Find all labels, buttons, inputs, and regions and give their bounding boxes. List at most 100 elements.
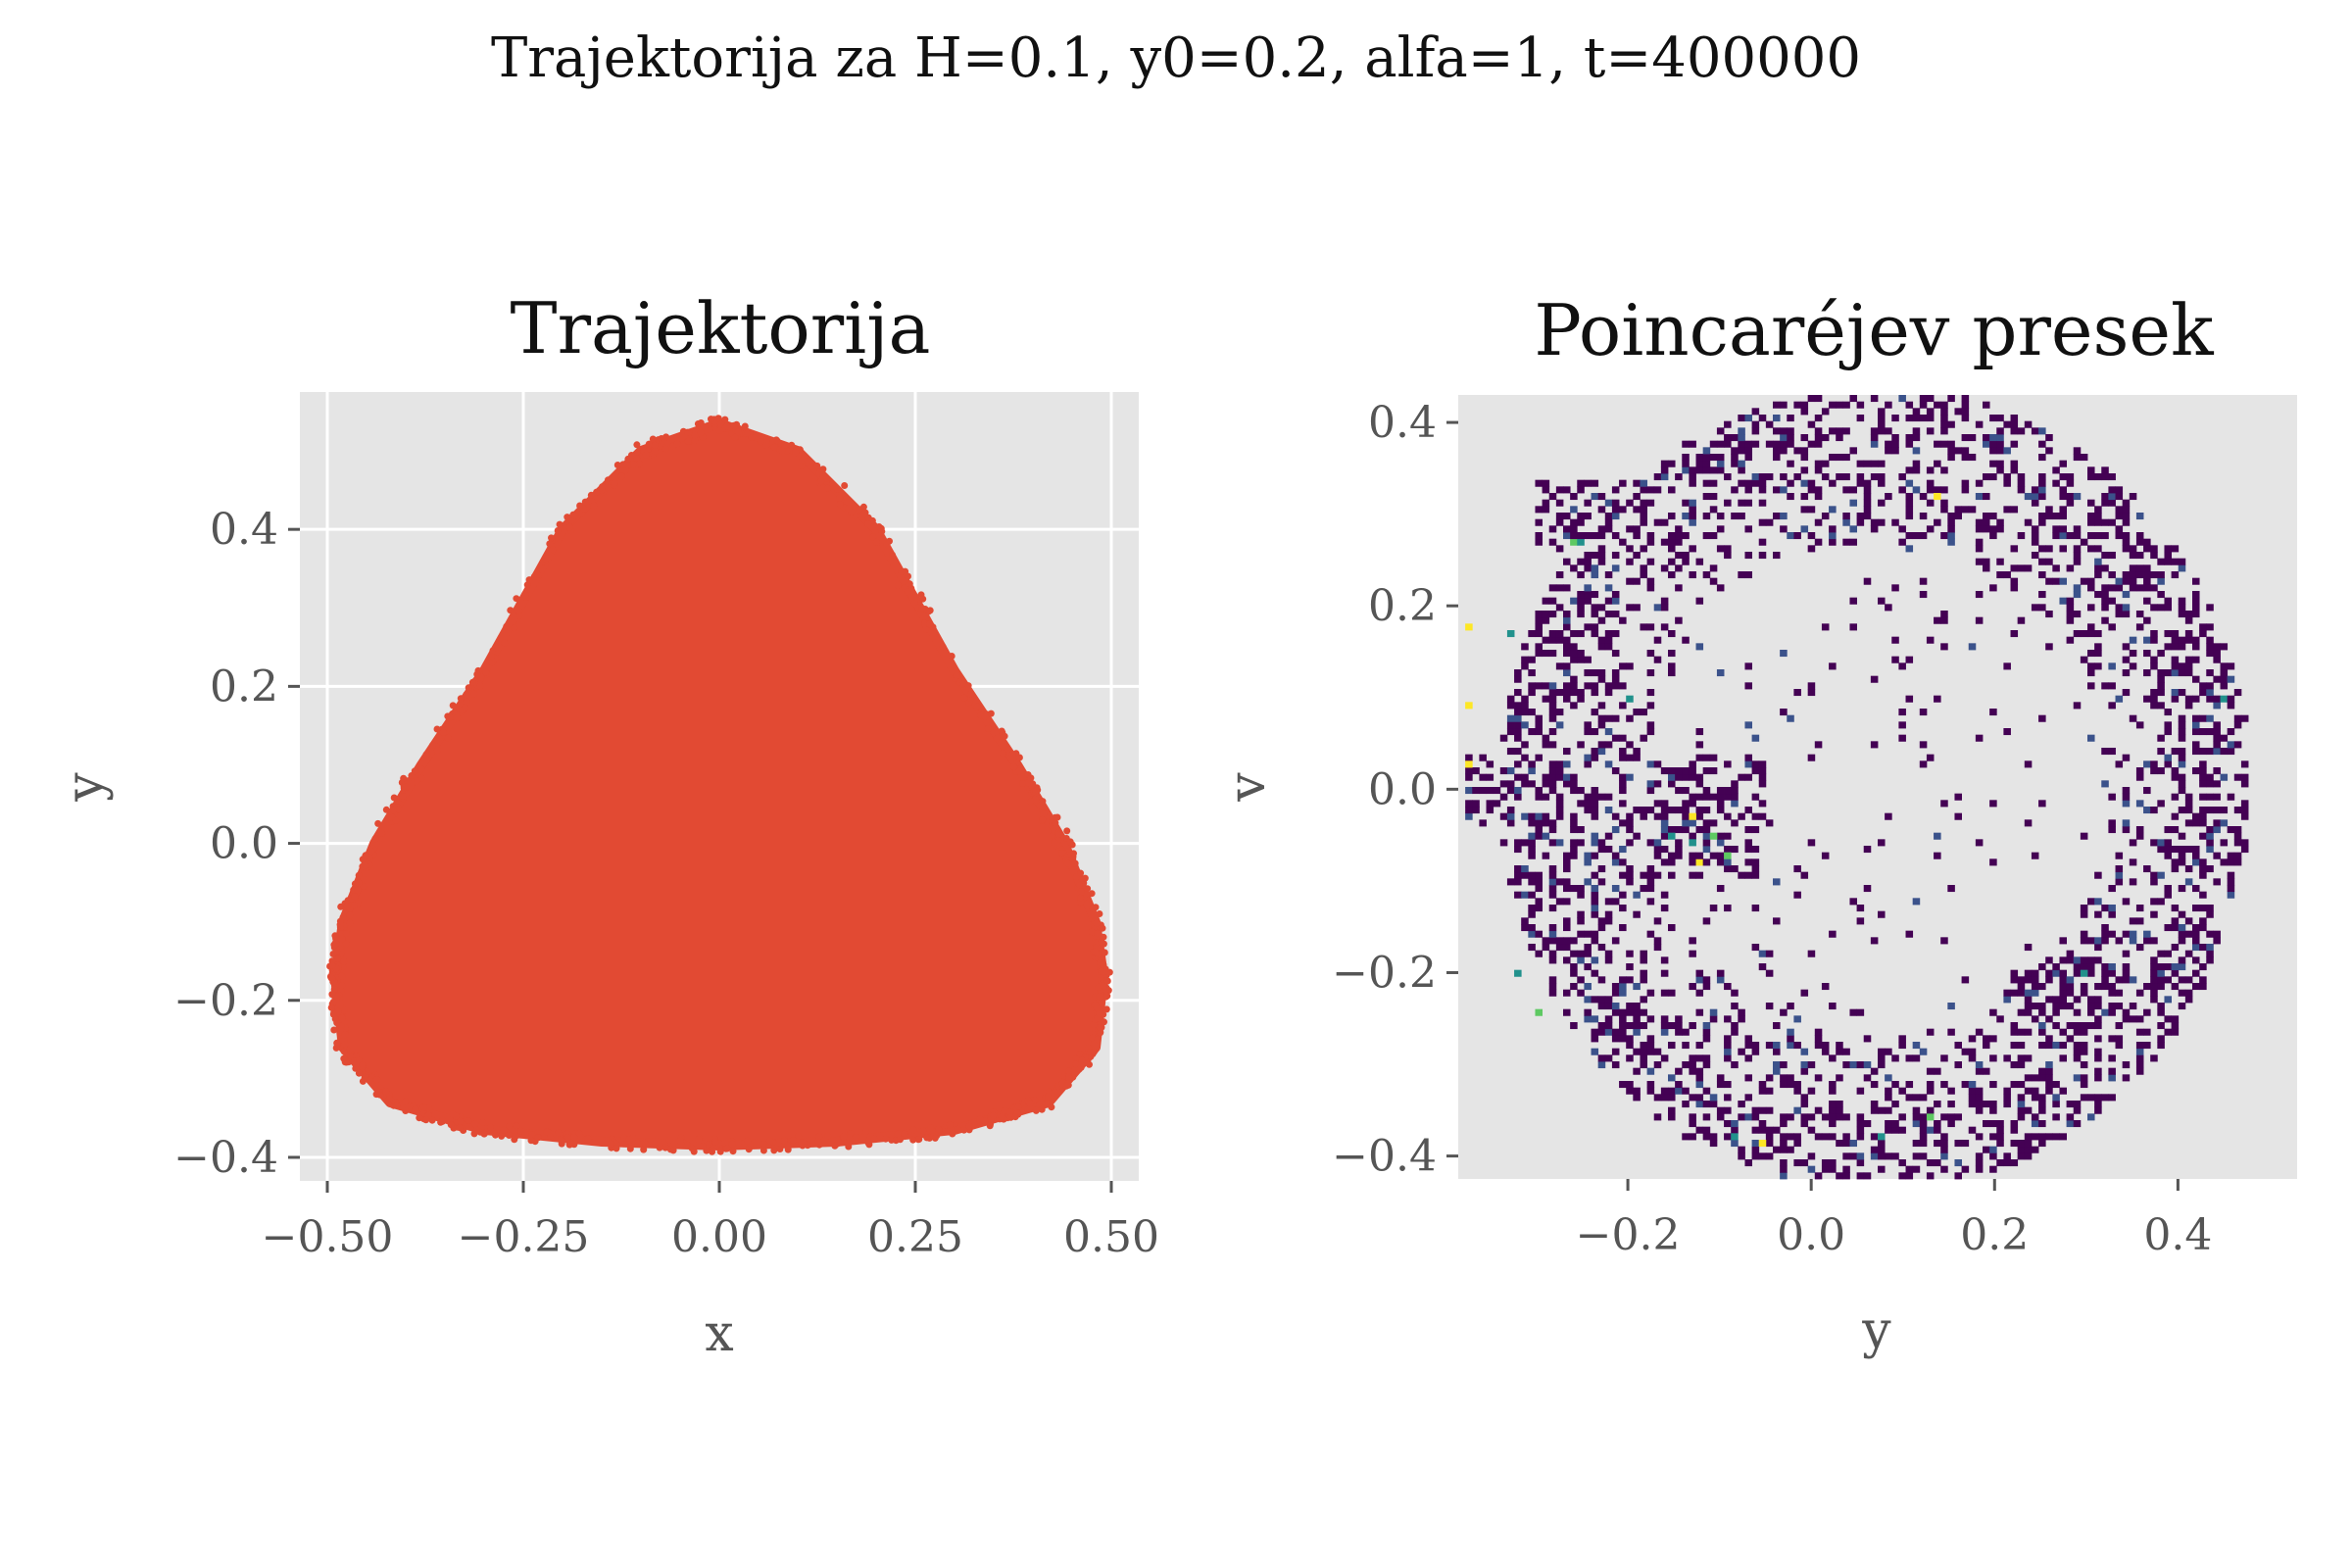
histogram-bin: [1584, 760, 1592, 768]
histogram-bin: [2045, 1015, 2053, 1023]
histogram-bin: [1591, 969, 1599, 977]
histogram-bin: [1912, 1165, 1921, 1173]
histogram-bin: [1940, 440, 1948, 448]
histogram-bin: [2143, 695, 2151, 703]
histogram-bin: [1940, 415, 1948, 422]
trajectory-point: [1019, 780, 1027, 787]
histogram-bin: [1905, 401, 1914, 409]
histogram-bin: [1626, 819, 1634, 827]
histogram-bin: [2178, 832, 2186, 840]
histogram-bin: [2094, 937, 2102, 945]
histogram-bin: [1954, 506, 1962, 514]
histogram-bin: [1611, 591, 1620, 599]
histogram-bin: [1514, 721, 1522, 729]
histogram-bin: [1751, 1106, 1760, 1114]
histogram-bin: [2135, 832, 2144, 840]
histogram-bin: [1807, 395, 1816, 403]
histogram-bin: [1633, 754, 1641, 761]
histogram-bin: [1619, 891, 1627, 899]
histogram-bin: [1758, 518, 1767, 526]
histogram-bin: [1744, 525, 1752, 533]
histogram-bin: [2192, 905, 2200, 912]
histogram-bin: [1563, 525, 1571, 533]
trajectory-point: [351, 902, 358, 909]
trajectory-point: [327, 974, 335, 982]
histogram-bin: [1716, 1106, 1725, 1114]
histogram-bin: [1773, 1048, 1781, 1055]
histogram-bin: [1521, 721, 1529, 729]
histogram-bin: [1836, 1074, 1843, 1082]
histogram-bin: [1548, 787, 1557, 795]
histogram-bin: [2220, 669, 2229, 677]
histogram-bin: [1640, 1042, 1647, 1050]
trajectory-point: [1103, 992, 1111, 1000]
histogram-bin: [2157, 800, 2165, 808]
histogram-bin: [1829, 479, 1837, 487]
histogram-bin: [1863, 460, 1872, 467]
trajectory-point: [342, 940, 350, 948]
histogram-bin: [1682, 440, 1690, 448]
histogram-bin: [1724, 812, 1732, 820]
histogram-bin: [1584, 858, 1592, 866]
histogram-bin: [1738, 871, 1745, 879]
trajectory-point: [665, 1136, 673, 1144]
histogram-bin: [2171, 558, 2180, 565]
histogram-bin: [1528, 728, 1536, 736]
trajectory-point: [845, 505, 853, 513]
histogram-bin: [2024, 989, 2033, 997]
histogram-bin: [1934, 1120, 1941, 1128]
histogram-bin: [2199, 832, 2207, 840]
trajectory-point: [652, 448, 659, 456]
histogram-bin: [2178, 728, 2186, 736]
histogram-bin: [1689, 937, 1696, 945]
histogram-bin: [2164, 669, 2172, 677]
histogram-bin: [1807, 1061, 1816, 1069]
trajectory-point: [709, 1148, 716, 1155]
histogram-bin: [1604, 760, 1613, 768]
histogram-bin: [2178, 611, 2186, 618]
histogram-bin: [1926, 499, 1935, 507]
histogram-bin: [2108, 1054, 2116, 1062]
histogram-bin: [1780, 1165, 1788, 1173]
histogram-bin: [1878, 597, 1886, 605]
histogram-bin: [2171, 983, 2180, 991]
histogram-bin: [2087, 1003, 2095, 1010]
trajectory-point: [760, 1147, 767, 1154]
histogram-bin: [2108, 473, 2116, 481]
histogram-bin: [2171, 689, 2180, 697]
histogram-bin: [2171, 917, 2180, 925]
histogram-bin: [1555, 773, 1564, 781]
histogram-bin: [1640, 1022, 1647, 1030]
histogram-bin: [2080, 1094, 2088, 1102]
histogram-bin: [1738, 1152, 1745, 1160]
histogram-bin: [1689, 1067, 1696, 1075]
trajectory-point: [340, 957, 348, 965]
histogram-bin: [2115, 513, 2124, 520]
histogram-bin: [2192, 885, 2200, 893]
histogram-bin: [1577, 486, 1585, 494]
histogram-bin: [1870, 434, 1879, 442]
histogram-bin: [1668, 513, 1676, 520]
histogram-bin: [2108, 702, 2116, 710]
poincare-histogram: [1465, 395, 2249, 1180]
histogram-bin: [2024, 493, 2033, 501]
histogram-bin: [1912, 1113, 1921, 1121]
histogram-bin: [1912, 1054, 1921, 1062]
histogram-bin: [1535, 819, 1543, 827]
trajectory-point: [780, 1137, 788, 1145]
histogram-bin: [1633, 493, 1641, 501]
histogram-bin: [1961, 1081, 1970, 1089]
histogram-bin: [1646, 584, 1655, 592]
histogram-bin: [1668, 832, 1676, 840]
histogram-bin: [1968, 1048, 1977, 1055]
histogram-bin: [1563, 773, 1571, 781]
histogram-bin: [1499, 839, 1508, 847]
histogram-bin: [2150, 963, 2158, 971]
histogram-bin: [1626, 773, 1634, 781]
histogram-bin: [1940, 427, 1948, 435]
histogram-bin: [1597, 846, 1606, 854]
histogram-bin: [2073, 1042, 2082, 1050]
histogram-bin: [2192, 937, 2200, 945]
histogram-bin: [1773, 1146, 1781, 1153]
histogram-bin: [1521, 917, 1529, 925]
